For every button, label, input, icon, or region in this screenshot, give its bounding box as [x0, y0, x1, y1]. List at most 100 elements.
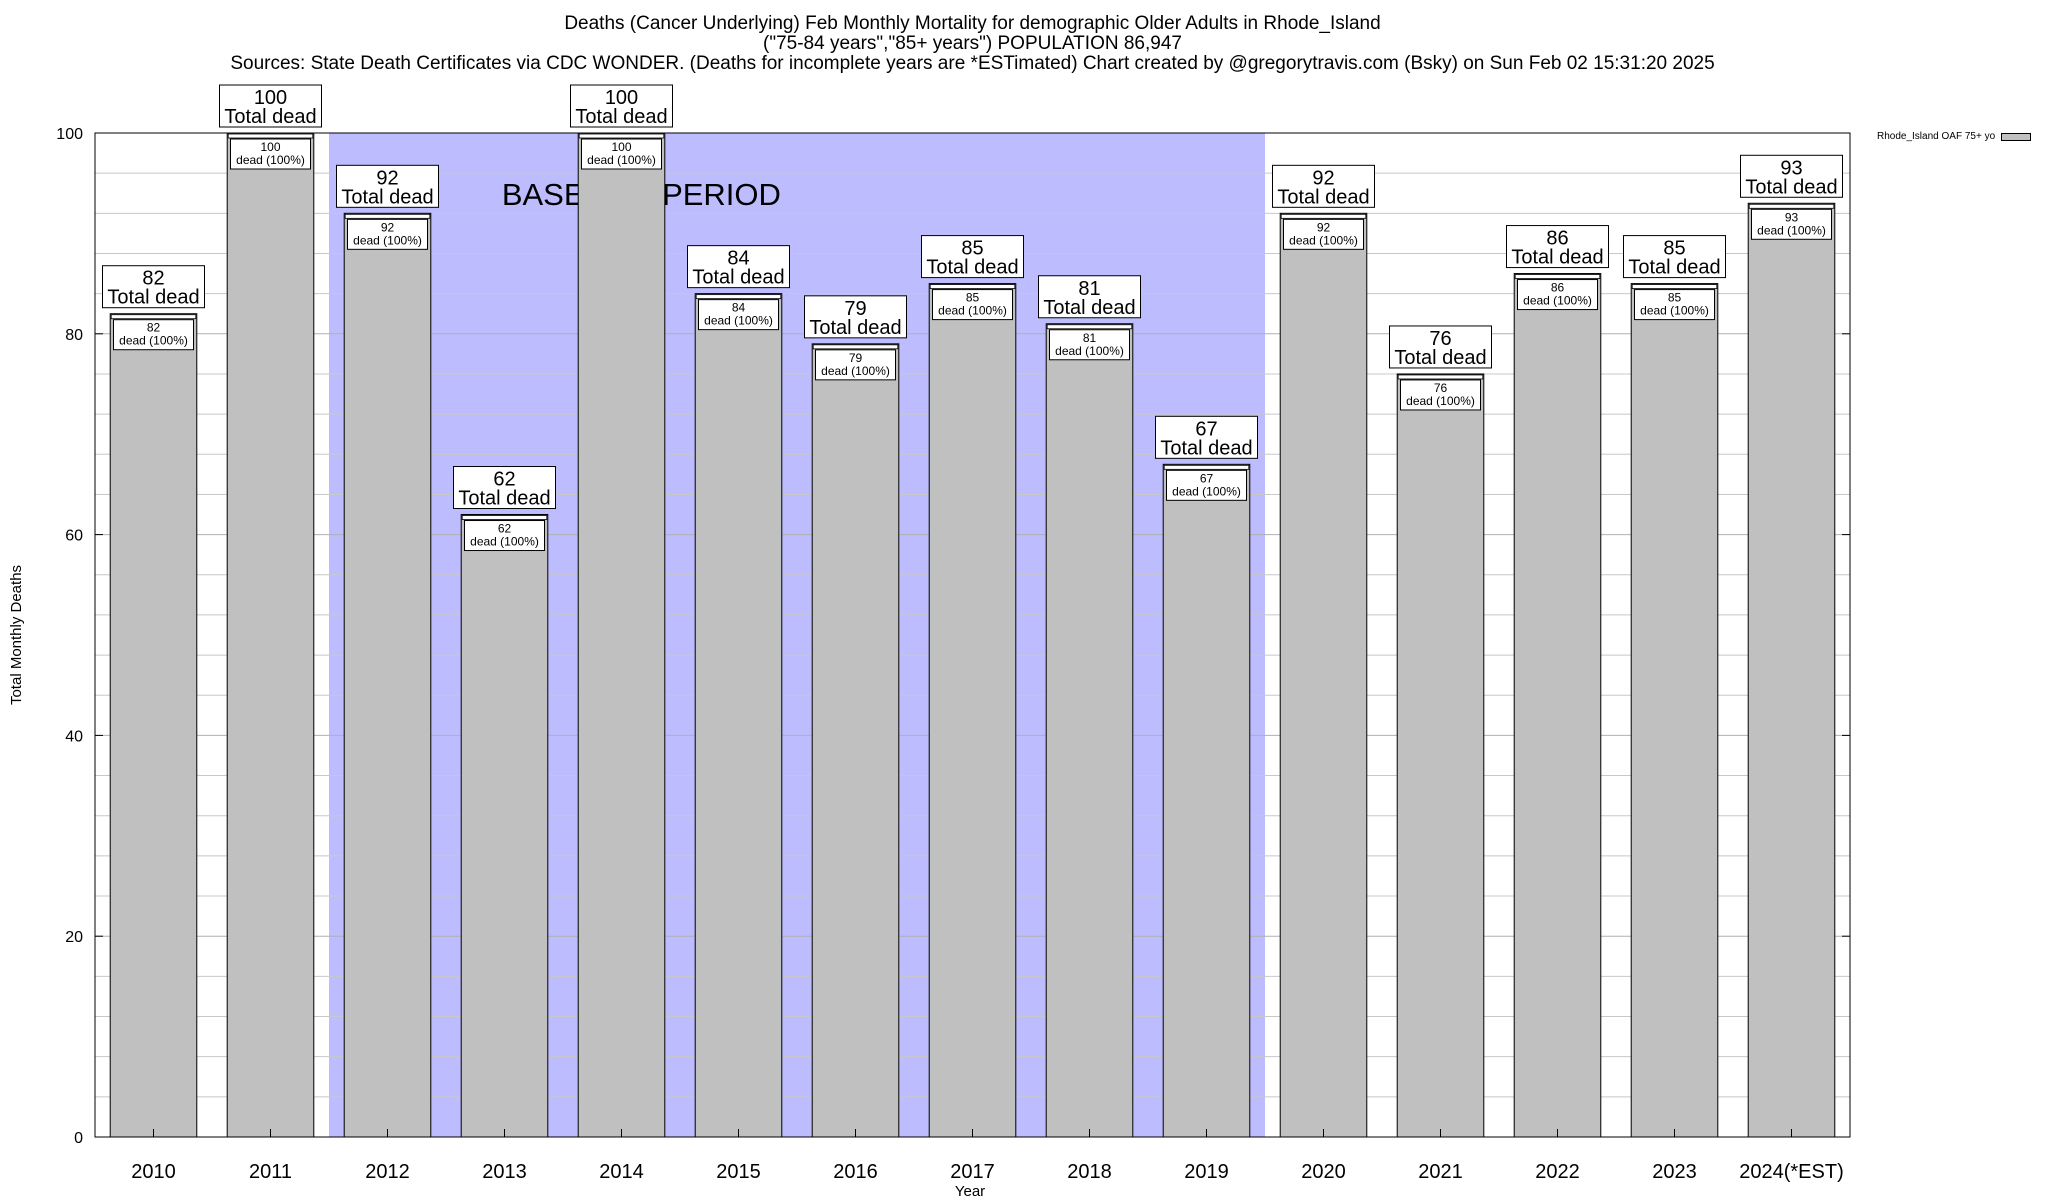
- y-tick-label: 20: [65, 929, 83, 946]
- inner-label-box: [464, 520, 545, 552]
- inner-label-box: [230, 138, 311, 170]
- inner-value-label: 67: [1200, 471, 1214, 485]
- inner-label-box: [1166, 469, 1247, 501]
- x-tick-label: 2022: [1535, 1161, 1580, 1183]
- total-text-label: Total dead: [458, 488, 550, 510]
- total-label-box: [921, 235, 1024, 279]
- y-tick-label: 40: [65, 728, 83, 745]
- inner-label-box: [347, 218, 428, 250]
- bar-top-strip: [461, 515, 548, 520]
- total-label-box: [219, 84, 322, 128]
- total-label-box: [1389, 325, 1492, 369]
- inner-label-box: [581, 138, 662, 170]
- x-tick-label: 2014: [599, 1161, 644, 1183]
- bar: [1630, 283, 1719, 1138]
- bar: [1747, 202, 1836, 1138]
- inner-percent-label: dead (100%): [1640, 304, 1709, 318]
- total-label-box: [1740, 154, 1843, 198]
- bar: [694, 293, 783, 1138]
- total-label-box: [1272, 164, 1375, 208]
- total-text-label: Total dead: [575, 106, 667, 128]
- total-label-box: [570, 84, 673, 128]
- bar-top-strip: [1046, 324, 1133, 330]
- total-text-label: Total dead: [341, 186, 433, 208]
- inner-value-label: 79: [849, 351, 863, 365]
- x-tick-label: 2017: [950, 1161, 995, 1183]
- inner-value-label: 81: [1083, 331, 1097, 345]
- total-value-label: 85: [1663, 238, 1685, 260]
- total-value-label: 84: [727, 248, 749, 270]
- total-text-label: Total dead: [1277, 186, 1369, 208]
- inner-percent-label: dead (100%): [1055, 344, 1124, 358]
- inner-percent-label: dead (100%): [1523, 294, 1592, 308]
- bar-top-strip: [344, 213, 431, 219]
- total-text-label: Total dead: [1511, 247, 1603, 269]
- inner-label-box: [1517, 279, 1598, 311]
- inner-label-box: [1049, 329, 1130, 361]
- inner-percent-label: dead (100%): [704, 314, 773, 328]
- total-value-label: 85: [961, 238, 983, 260]
- bar-top-strip: [1163, 464, 1250, 470]
- x-tick-label: 2019: [1184, 1161, 1229, 1183]
- bar: [109, 313, 198, 1138]
- x-tick-label: 2011: [249, 1161, 292, 1183]
- x-tick-label: 2023: [1652, 1161, 1697, 1183]
- total-value-label: 92: [1312, 167, 1334, 189]
- x-tick-label: 2020: [1301, 1161, 1346, 1183]
- inner-value-label: 92: [1317, 220, 1331, 234]
- total-text-label: Total dead: [1745, 176, 1837, 198]
- total-value-label: 86: [1546, 228, 1568, 250]
- inner-value-label: 85: [1668, 291, 1682, 305]
- total-text-label: Total dead: [692, 267, 784, 289]
- total-value-label: 100: [254, 87, 287, 109]
- total-label-box: [1623, 235, 1726, 279]
- inner-value-label: 62: [498, 522, 512, 536]
- inner-value-label: 84: [732, 301, 746, 315]
- total-value-label: 93: [1780, 157, 1802, 179]
- inner-percent-label: dead (100%): [587, 153, 656, 167]
- y-tick-label: 60: [65, 528, 83, 545]
- inner-label-box: [932, 289, 1013, 321]
- total-value-label: 76: [1429, 328, 1451, 350]
- total-value-label: 82: [142, 268, 164, 290]
- bar: [1396, 373, 1485, 1138]
- total-text-label: Total dead: [224, 106, 316, 128]
- bar-top-strip: [1397, 374, 1484, 380]
- x-tick-label: 2012: [365, 1161, 410, 1183]
- legend: Rhode_Island OAF 75+ yo: [1877, 131, 2032, 142]
- total-label-box: [1038, 275, 1141, 319]
- inner-value-label: 100: [611, 140, 631, 154]
- y-tick-label: 80: [65, 327, 83, 344]
- inner-value-label: 85: [966, 291, 980, 305]
- bar: [1045, 323, 1134, 1138]
- inner-value-label: 82: [147, 321, 161, 335]
- inner-percent-label: dead (100%): [119, 334, 188, 348]
- bar: [1279, 212, 1368, 1138]
- chart-subtitle: ("75-84 years","85+ years") POPULATION 8…: [763, 33, 1182, 54]
- inner-percent-label: dead (100%): [1172, 484, 1241, 498]
- x-axis-label: Year: [955, 1183, 985, 1200]
- inner-percent-label: dead (100%): [938, 304, 1007, 318]
- total-label-box: [453, 466, 556, 510]
- total-text-label: Total dead: [1043, 297, 1135, 319]
- total-text-label: Total dead: [1160, 437, 1252, 459]
- inner-label-box: [1400, 379, 1481, 411]
- bar: [811, 343, 900, 1138]
- total-text-label: Total dead: [926, 257, 1018, 279]
- total-text-label: Total dead: [1628, 257, 1720, 279]
- bar-top-strip: [1748, 203, 1835, 209]
- bar: [460, 514, 549, 1138]
- total-value-label: 92: [376, 167, 398, 189]
- total-text-label: Total dead: [809, 317, 901, 339]
- inner-percent-label: dead (100%): [236, 153, 305, 167]
- inner-label-box: [698, 299, 779, 331]
- bar: [226, 132, 315, 1138]
- bar-top-strip: [1514, 274, 1601, 279]
- total-value-label: 100: [605, 87, 638, 109]
- chart-title: Deaths (Cancer Underlying) Feb Monthly M…: [564, 13, 1381, 34]
- x-tick-label: 2013: [482, 1161, 527, 1183]
- inner-value-label: 86: [1551, 281, 1565, 295]
- bar-top-strip: [812, 344, 899, 350]
- bar: [577, 132, 666, 1138]
